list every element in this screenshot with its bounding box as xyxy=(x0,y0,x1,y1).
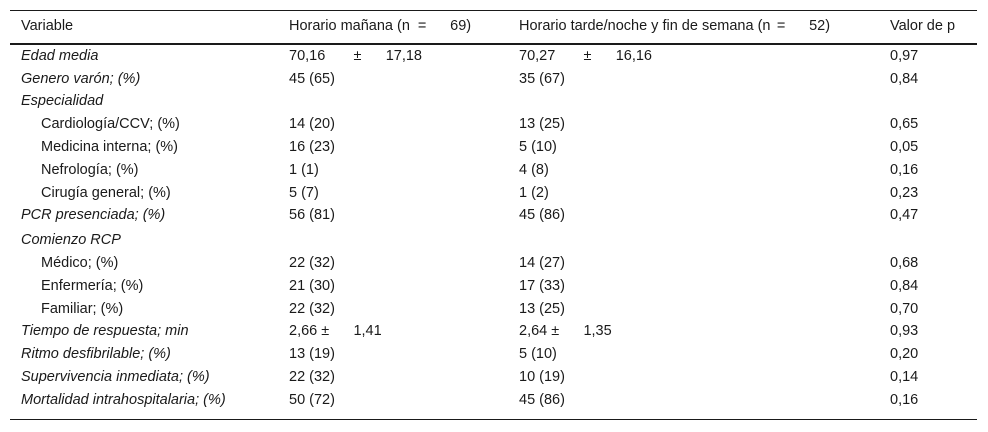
header-variable: Variable xyxy=(21,18,74,34)
morning-value: 45 (65) xyxy=(289,71,335,87)
table-row: Cardiología/CCV; (%) 14 (20) 13 (25) 0,65 xyxy=(10,113,977,136)
table-row: Mortalidad intrahospitalaria; (%) 50 (72)… xyxy=(10,389,977,412)
evening-value: 17 (33) xyxy=(519,278,565,294)
header-p-value: Valor de p xyxy=(890,18,956,34)
row-label: Edad media xyxy=(21,48,99,64)
morning-value: 70,16 ± 17,18 xyxy=(289,48,422,64)
table-row: Familiar; (%) 22 (32) 13 (25) 0,70 xyxy=(10,298,977,321)
row-label: Supervivencia inmediata; (%) xyxy=(21,369,210,385)
row-label: Cardiología/CCV; (%) xyxy=(41,116,180,132)
evening-value: 14 (27) xyxy=(519,255,565,271)
table-row: Genero varón; (%) 45 (65) 35 (67) 0,84 xyxy=(10,68,977,91)
morning-value: 5 (7) xyxy=(289,185,319,201)
row-label: Mortalidad intrahospitalaria; (%) xyxy=(21,392,226,408)
morning-value: 16 (23) xyxy=(289,139,335,155)
row-label: Nefrología; (%) xyxy=(41,162,139,178)
p-value: 0,16 xyxy=(890,162,919,178)
morning-value: 21 (30) xyxy=(289,278,335,294)
table-row: Medicina interna; (%) 16 (23) 5 (10) 0,05 xyxy=(10,136,977,159)
morning-value: 56 (81) xyxy=(289,207,335,223)
evening-value: 1 (2) xyxy=(519,185,549,201)
table-header-row: Variable Horario mañana (n = 69) Horario… xyxy=(10,15,977,38)
evening-value: 70,27 ± 16,16 xyxy=(519,48,652,64)
p-value: 0,05 xyxy=(890,139,919,155)
row-label: Ritmo desfibrilable; (%) xyxy=(21,346,171,362)
row-label: Tiempo de respuesta; min xyxy=(21,323,189,339)
evening-value: 5 (10) xyxy=(519,139,557,155)
p-value: 0,97 xyxy=(890,48,919,64)
row-label: Enfermería; (%) xyxy=(41,278,144,294)
evening-value: 13 (25) xyxy=(519,116,565,132)
evening-value: 5 (10) xyxy=(519,346,557,362)
table-row: PCR presenciada; (%) 56 (81) 45 (86) 0,47 xyxy=(10,204,977,227)
table-row: Enfermería; (%) 21 (30) 17 (33) 0,84 xyxy=(10,275,977,298)
morning-value: 22 (32) xyxy=(289,301,335,317)
p-value: 0,68 xyxy=(890,255,919,271)
morning-value: 2,66 ± 1,41 xyxy=(289,323,382,339)
morning-value: 50 (72) xyxy=(289,392,335,408)
table-row: Cirugía general; (%) 5 (7) 1 (2) 0,23 xyxy=(10,182,977,205)
p-value: 0,70 xyxy=(890,301,919,317)
morning-value: 22 (32) xyxy=(289,369,335,385)
morning-value: 13 (19) xyxy=(289,346,335,362)
p-value: 0,47 xyxy=(890,207,919,223)
morning-value: 1 (1) xyxy=(289,162,319,178)
p-value: 0,16 xyxy=(890,392,919,408)
evening-value: 45 (86) xyxy=(519,392,565,408)
row-label: PCR presenciada; (%) xyxy=(21,207,166,223)
table-header-rule xyxy=(10,43,977,45)
row-label: Médico; (%) xyxy=(41,255,119,271)
p-value: 0,14 xyxy=(890,369,919,385)
evening-value: 2,64 ± 1,35 xyxy=(519,323,612,339)
table-row: Médico; (%) 22 (32) 14 (27) 0,68 xyxy=(10,252,977,275)
row-label: Familiar; (%) xyxy=(41,301,124,317)
p-value: 0,84 xyxy=(890,278,919,294)
row-label: Cirugía general; (%) xyxy=(41,185,171,201)
p-value: 0,65 xyxy=(890,116,919,132)
table-row: Edad media 70,16 ± 17,18 70,27 ± 16,16 0,97 xyxy=(10,45,977,68)
evening-value: 35 (67) xyxy=(519,71,565,87)
row-label: Comienzo RCP xyxy=(21,232,121,248)
p-value: 0,93 xyxy=(890,323,919,339)
table-bottom-rule xyxy=(10,419,977,420)
table-row: Supervivencia inmediata; (%) 22 (32) 10 (1… xyxy=(10,366,977,389)
table-row: Especialidad xyxy=(10,90,977,113)
header-evening: Horario tarde/noche y fin de semana (n =… xyxy=(519,18,831,34)
table-top-rule xyxy=(10,10,977,11)
evening-value: 10 (19) xyxy=(519,369,565,385)
evening-value: 45 (86) xyxy=(519,207,565,223)
table-row: Nefrología; (%) 1 (1) 4 (8) 0,16 xyxy=(10,159,977,182)
table-row: Comienzo RCP xyxy=(10,229,977,252)
morning-value: 14 (20) xyxy=(289,116,335,132)
evening-value: 13 (25) xyxy=(519,301,565,317)
morning-value: 22 (32) xyxy=(289,255,335,271)
row-label: Genero varón; (%) xyxy=(21,71,141,87)
table-row: Tiempo de respuesta; min 2,66 ± 1,41 2,64 … xyxy=(10,320,977,343)
evening-value: 4 (8) xyxy=(519,162,549,178)
p-value: 0,23 xyxy=(890,185,919,201)
row-label: Medicina interna; (%) xyxy=(41,139,178,155)
row-label: Especialidad xyxy=(21,93,104,109)
p-value: 0,84 xyxy=(890,71,919,87)
header-morning: Horario mañana (n = 69) xyxy=(289,18,472,34)
table-row: Ritmo desfibrilable; (%) 13 (19) 5 (10) 0,2… xyxy=(10,343,977,366)
p-value: 0,20 xyxy=(890,346,919,362)
